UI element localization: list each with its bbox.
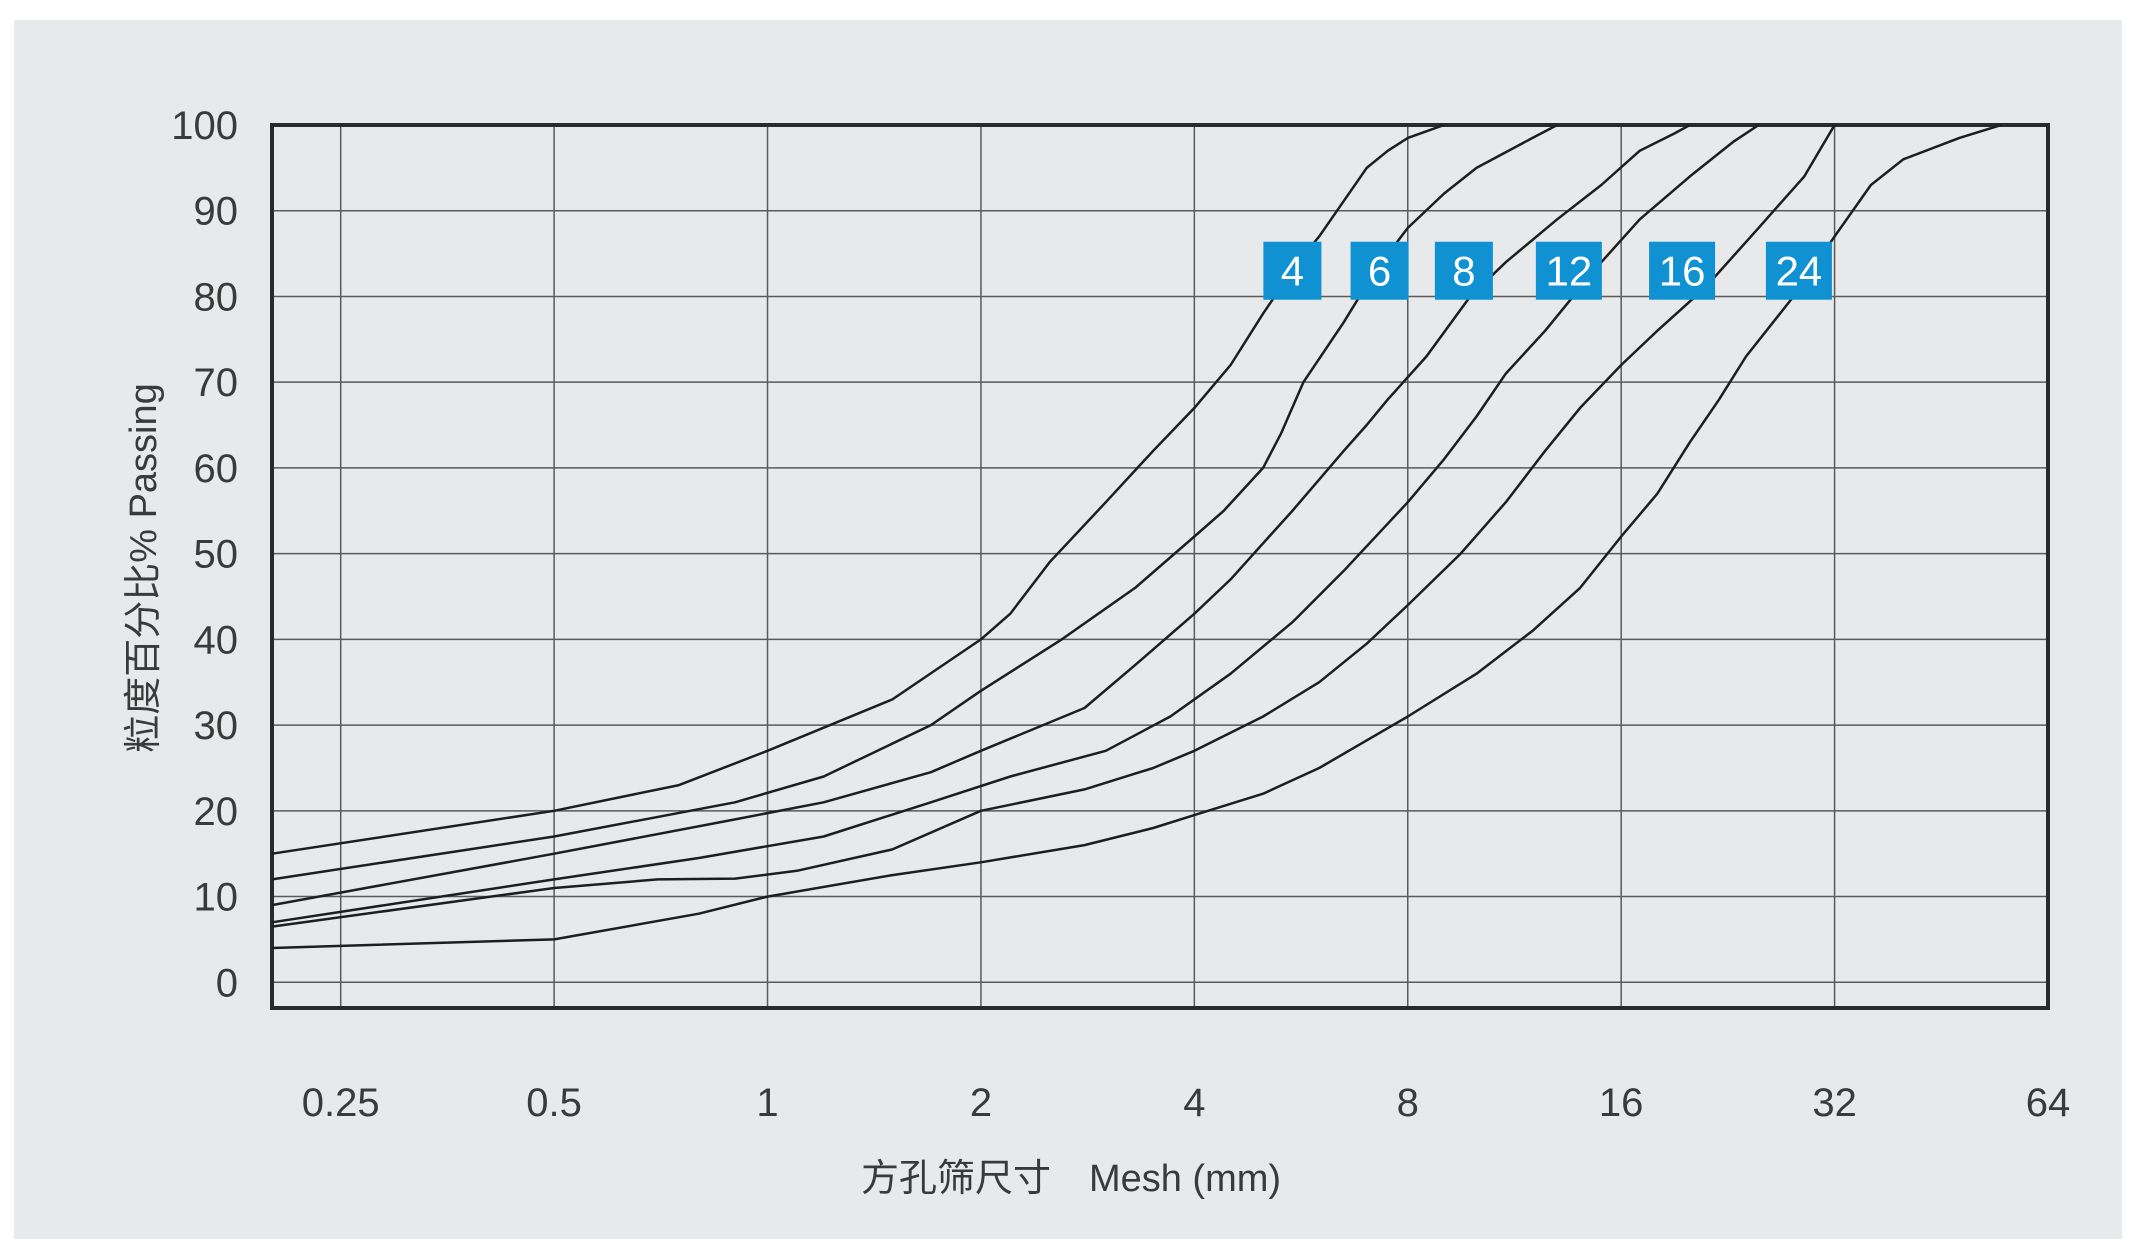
series-line-12 <box>271 123 1760 924</box>
y-tick-label: 20 <box>194 790 239 834</box>
series-badge-box <box>1535 241 1602 300</box>
series-badges: 4 6 8 12 16 24 <box>1263 241 1832 300</box>
x-tick-label: 64 <box>2026 1081 2071 1125</box>
series-badge-label: 4 <box>1281 248 1304 295</box>
x-tick-labels: 0.25 0.5 1 2 4 8 16 32 64 <box>302 1081 2070 1125</box>
series-badge-box <box>1350 241 1409 300</box>
series-badge-label: 12 <box>1546 248 1593 295</box>
series-badge-8: 8 <box>1434 241 1493 300</box>
series-badge-16: 16 <box>1649 241 1716 300</box>
series-badge-6: 6 <box>1350 241 1409 300</box>
series-badge-box <box>1263 241 1322 300</box>
x-tick-label: 8 <box>1397 1081 1419 1125</box>
series-badge-label: 6 <box>1368 248 1391 295</box>
x-axis-title: 方孔筛尺寸 Mesh (mm) <box>861 1158 1281 1200</box>
x-tick-label: 1 <box>756 1081 778 1125</box>
series-badge-label: 24 <box>1776 248 1823 295</box>
vertical-gridlines <box>339 125 1836 1008</box>
series-line-8 <box>271 123 1691 907</box>
x-tick-label: 0.25 <box>302 1081 380 1125</box>
series-badge-label: 16 <box>1659 248 1706 295</box>
y-tick-label: 60 <box>194 447 239 491</box>
y-tick-label: 90 <box>194 190 239 234</box>
y-axis-title: 粒度百分比% Passing <box>123 383 165 753</box>
x-tick-label: 0.5 <box>526 1081 582 1125</box>
y-tick-labels: 0 10 20 30 40 50 60 70 80 90 100 <box>171 104 238 1005</box>
series-badge-12: 12 <box>1535 241 1602 300</box>
series-badge-24: 24 <box>1765 241 1832 300</box>
plot-frame <box>270 123 2050 1010</box>
chart-panel: 0 10 20 30 40 50 60 70 80 90 100 0.25 0.5 1 2 4 8 16 32 64… <box>14 20 2122 1239</box>
series-lines <box>271 123 2002 950</box>
x-tick-label: 32 <box>1812 1081 1857 1125</box>
series-line-6 <box>271 123 1558 881</box>
y-tick-label: 70 <box>194 361 239 405</box>
y-tick-label: 80 <box>194 275 239 319</box>
series-badge-box <box>1765 241 1832 300</box>
x-tick-label: 16 <box>1599 1081 1644 1125</box>
x-tick-label: 2 <box>970 1081 992 1125</box>
series-badge-label: 8 <box>1452 248 1475 295</box>
series-badge-4: 4 <box>1263 241 1322 300</box>
horizontal-gridlines <box>272 209 2048 984</box>
series-badge-box <box>1649 241 1716 300</box>
series-line-4 <box>271 123 1445 855</box>
y-tick-label: 0 <box>216 961 238 1005</box>
y-tick-label: 30 <box>194 704 239 748</box>
y-tick-label: 40 <box>194 618 239 662</box>
x-tick-label: 4 <box>1183 1081 1205 1125</box>
y-tick-label: 50 <box>194 533 239 577</box>
series-line-24 <box>271 123 2002 950</box>
y-tick-label: 10 <box>194 876 239 920</box>
y-tick-label: 100 <box>171 104 238 148</box>
series-line-16 <box>271 124 1836 928</box>
series-badge-box <box>1434 241 1493 300</box>
